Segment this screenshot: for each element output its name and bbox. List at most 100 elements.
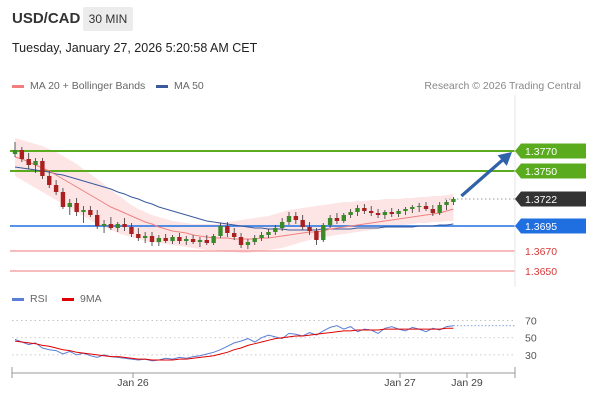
level-label-1.3670: 1.3670 [525, 246, 557, 258]
candle [348, 212, 353, 215]
candle [444, 202, 449, 205]
candle [341, 215, 346, 221]
level-label-1.3695: 1.3695 [525, 221, 557, 233]
candle [33, 161, 38, 165]
candle [389, 212, 394, 214]
legend-ma50-label: MA 50 [174, 80, 204, 92]
candle [142, 236, 148, 238]
rsi-level-label: 70 [525, 316, 537, 328]
candle [423, 206, 429, 209]
level-label-1.3650: 1.3650 [525, 266, 557, 278]
legend-ma50: MA 50 [156, 80, 204, 92]
candle [314, 231, 319, 240]
candle [225, 226, 230, 233]
level-tag-1.3722: 1.3722 [515, 191, 586, 207]
projection-arrow-shaft [460, 155, 508, 198]
candle [232, 233, 237, 237]
level-label-1.3750: 1.3750 [525, 166, 557, 178]
ma50-line [14, 166, 454, 231]
candle [238, 237, 244, 245]
legend-rsi: RSI [12, 293, 48, 305]
level-tag-1.3750: 1.3750 [515, 163, 586, 179]
candle [60, 192, 66, 207]
legend-9ma: 9MA [62, 293, 102, 305]
candle [19, 150, 25, 159]
candle [362, 208, 367, 211]
rsi-level-label: 30 [525, 350, 537, 362]
legend-ma20-swatch [12, 84, 24, 88]
legend-ma50-swatch [156, 84, 168, 88]
candle [163, 238, 168, 241]
candles [12, 142, 456, 249]
candle [300, 220, 305, 227]
candle [67, 203, 72, 207]
level-tag-bg [515, 191, 586, 207]
candle [74, 203, 79, 212]
candle [177, 237, 182, 241]
candle [190, 239, 196, 242]
candle [355, 208, 360, 212]
legend-rsi-label: RSI [30, 293, 48, 305]
rsi-level-label: 50 [525, 333, 537, 345]
legend-ma20: MA 20 + Bollinger Bands [12, 80, 145, 92]
candle [12, 150, 18, 154]
candle [252, 238, 257, 242]
candle [197, 240, 203, 242]
candle [375, 213, 381, 215]
candle [211, 236, 216, 243]
candle [327, 218, 333, 225]
candle [266, 232, 271, 235]
candle [403, 209, 408, 211]
level-tag-bg [515, 163, 586, 179]
candle [184, 239, 189, 241]
candle [321, 225, 326, 240]
candle [136, 234, 141, 238]
x-tick-label: Jan 27 [384, 377, 416, 389]
candle [81, 210, 86, 212]
credit-label: Research © 2026 Trading Central [424, 80, 581, 92]
legend-9ma-label: 9MA [80, 293, 102, 305]
level-tag-bg [515, 143, 586, 159]
level-label-1.3770: 1.3770 [525, 146, 557, 158]
candle [218, 226, 223, 236]
level-tag-bg [515, 218, 586, 234]
candle [26, 159, 31, 165]
candle [122, 224, 127, 227]
candle [369, 211, 374, 213]
candle [279, 222, 285, 228]
candle [95, 215, 100, 226]
candle [149, 236, 155, 242]
candle [293, 216, 299, 220]
candle [170, 237, 175, 241]
candle [430, 209, 436, 213]
candle [101, 224, 107, 226]
candle [204, 240, 209, 243]
candle [245, 242, 251, 245]
candle [286, 216, 292, 222]
rsi-ma-line [14, 327, 454, 361]
candle [396, 211, 401, 214]
candle [437, 205, 442, 213]
timeframe-badge[interactable]: 30 MIN [83, 7, 133, 31]
symbol-title: USD/CAD [12, 10, 81, 27]
candle [156, 238, 162, 242]
level-label-1.3722: 1.3722 [525, 194, 557, 206]
level-tag-1.3770: 1.3770 [515, 143, 586, 159]
candle [416, 206, 422, 207]
candle [334, 218, 340, 221]
candle [40, 161, 45, 176]
candle [88, 210, 93, 215]
datetime-label: Tuesday, January 27, 2026 5:20:58 AM CET [12, 41, 258, 55]
legend-9ma-swatch [62, 297, 74, 301]
x-tick-label: Jan 29 [451, 377, 483, 389]
x-tick-label: Jan 26 [117, 377, 149, 389]
candle [259, 235, 264, 238]
rsi-line [14, 325, 454, 362]
level-tag-1.3695: 1.3695 [515, 218, 586, 234]
candle [115, 224, 120, 228]
legend-rsi-swatch [12, 297, 24, 301]
legend-ma20-label: MA 20 + Bollinger Bands [30, 80, 146, 92]
candle [382, 212, 388, 215]
projection-arrow-head [497, 152, 512, 166]
